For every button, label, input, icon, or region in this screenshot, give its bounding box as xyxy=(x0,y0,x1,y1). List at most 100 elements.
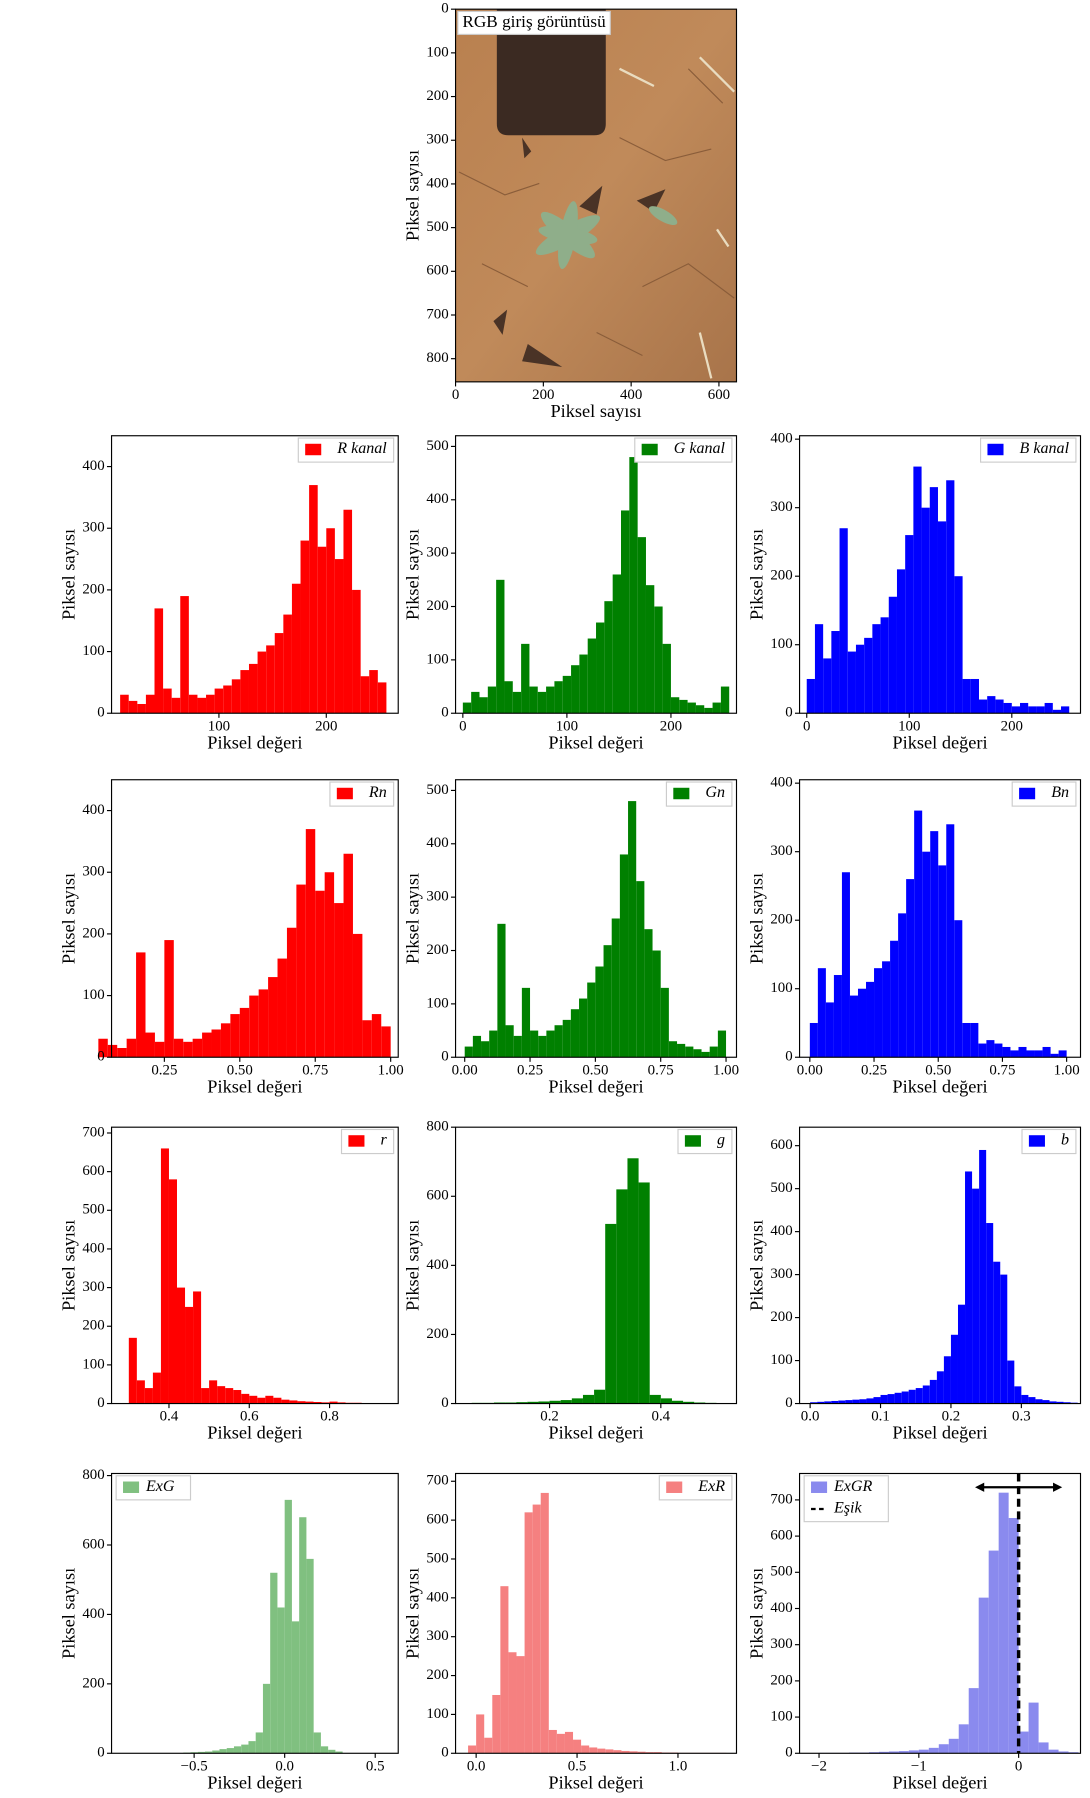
x-tick-label: 100 xyxy=(898,718,920,734)
x-axis-label: Piksel değeri xyxy=(207,732,302,752)
y-tick-label: 800 xyxy=(82,1467,104,1483)
histogram-bar xyxy=(1026,1050,1035,1058)
legend-label: g xyxy=(717,1132,725,1149)
y-tick-label: 400 xyxy=(770,431,792,447)
histogram-bar xyxy=(987,696,996,714)
histogram-bar xyxy=(814,624,824,714)
histogram-bar xyxy=(962,678,971,714)
y-tick-label: 200 xyxy=(82,1675,104,1691)
histogram-bar xyxy=(168,1179,177,1404)
histogram-bar xyxy=(217,1386,226,1404)
x-tick-label: 1.00 xyxy=(713,1062,739,1078)
histogram-bar xyxy=(946,480,955,714)
x-tick-label: 0.00 xyxy=(452,1062,478,1078)
histogram-bar xyxy=(343,509,353,714)
y-tick-label: 600 xyxy=(426,263,448,279)
y-tick-label: 0 xyxy=(441,1,448,17)
histogram-bar xyxy=(611,918,620,1058)
histogram-bar xyxy=(554,1025,563,1058)
histogram-bar xyxy=(1044,702,1053,714)
histogram-bar xyxy=(579,654,588,714)
legend-swatch xyxy=(673,787,690,800)
legend-label: ExG xyxy=(145,1478,175,1495)
histogram-bar xyxy=(317,546,327,714)
y-tick-label: 500 xyxy=(426,1550,448,1566)
axes-frame xyxy=(110,435,399,714)
histogram-bar xyxy=(248,1741,256,1754)
x-axis-label: Piksel değeri xyxy=(207,1076,302,1096)
y-tick-label: 300 xyxy=(770,499,792,515)
legend: ExGR Eşik xyxy=(803,1475,889,1523)
axes-frame xyxy=(798,1126,1082,1405)
histogram-bar xyxy=(180,596,189,714)
legend-label: B kanal xyxy=(1020,440,1070,457)
histogram-bar xyxy=(888,596,897,714)
y-tick-label: 0 xyxy=(785,1395,792,1411)
histogram-bar xyxy=(145,1032,155,1058)
histogram-bar xyxy=(500,1586,509,1754)
y-tick-label: 200 xyxy=(82,1318,104,1334)
histogram-bar xyxy=(497,923,506,1058)
histogram-bar xyxy=(516,1656,525,1754)
cracks xyxy=(458,68,735,356)
legend-swatch xyxy=(811,1481,828,1493)
y-tick-label: 200 xyxy=(426,88,448,104)
histogram-bar xyxy=(995,699,1004,714)
x-axis-label: Piksel değeri xyxy=(207,1772,302,1792)
histogram-bar xyxy=(549,1400,561,1404)
legend-label: Gn xyxy=(705,784,725,801)
histogram-bar xyxy=(717,1030,727,1058)
legend-swatch xyxy=(305,443,322,456)
x-tick-label: 0.2 xyxy=(942,1409,961,1425)
legend-swatch xyxy=(1028,1135,1045,1147)
y-axis-label: Piksel sayısı xyxy=(402,873,422,964)
histogram-bar xyxy=(864,637,873,714)
histogram-bar xyxy=(644,929,653,1058)
legend-swatch xyxy=(123,1481,140,1493)
y-tick-label: 600 xyxy=(770,1137,792,1153)
legend: B kanal xyxy=(980,437,1077,463)
y-tick-label: 0 xyxy=(441,1745,448,1761)
histogram-bar xyxy=(371,1014,382,1058)
histogram-bar xyxy=(546,1030,555,1058)
histogram-bar xyxy=(687,702,696,714)
axes-frame xyxy=(798,1472,1082,1754)
axes-frame xyxy=(454,8,738,383)
histogram-bar xyxy=(936,1371,944,1404)
y-tick-label: 600 xyxy=(82,1163,104,1179)
histogram-bar xyxy=(880,617,889,714)
x-axis-label: Piksel değeri xyxy=(892,1772,987,1792)
histogram-bar xyxy=(117,1047,127,1058)
x-tick-label: 200 xyxy=(532,387,554,403)
histogram-bar xyxy=(833,975,842,1058)
histogram-bar xyxy=(262,1683,271,1754)
y-tick-label: 0 xyxy=(97,1049,104,1065)
x-tick-label: 200 xyxy=(1001,718,1023,734)
histogram-bar xyxy=(817,1401,825,1404)
histogram-bar xyxy=(589,1747,598,1754)
histogram-bar xyxy=(381,1026,391,1058)
histogram-bar xyxy=(315,890,325,1058)
x-tick-label: 0 xyxy=(1015,1758,1022,1774)
y-tick-label: 400 xyxy=(770,1223,792,1239)
y-tick-label: 100 xyxy=(770,1352,792,1368)
histogram-bar xyxy=(154,608,164,714)
histogram-bar xyxy=(1002,1046,1011,1058)
histogram-bar xyxy=(329,1401,338,1404)
x-axis-label: Piksel değeri xyxy=(548,1772,643,1792)
histogram-bar xyxy=(587,638,597,714)
y-tick-label: 100 xyxy=(426,995,448,1011)
y-axis-label: Piksel sayısı xyxy=(746,529,766,620)
histogram-bar xyxy=(334,559,344,714)
histogram-bar xyxy=(645,585,655,714)
histogram-bar xyxy=(662,643,671,714)
histogram-bar xyxy=(286,927,297,1058)
histogram-bar xyxy=(978,1597,989,1754)
legend-label: r xyxy=(381,1132,388,1149)
histogram-bar xyxy=(882,961,891,1058)
histogram-bar xyxy=(660,1398,672,1404)
y-tick-label: 200 xyxy=(770,1309,792,1325)
histogram-bar xyxy=(986,1223,994,1404)
y-tick-label: 200 xyxy=(426,1326,448,1342)
histogram-bar xyxy=(841,872,850,1058)
